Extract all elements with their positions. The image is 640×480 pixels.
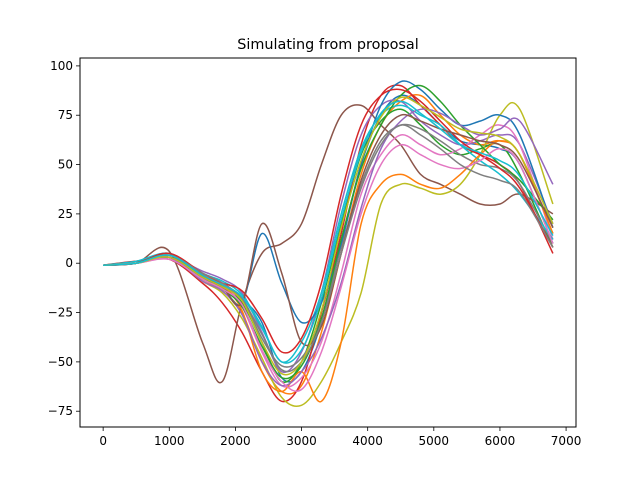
chart-title: Simulating from proposal bbox=[237, 37, 418, 53]
x-axis: 0 1000 2000 3000 4000 5000 6000 7000 bbox=[99, 427, 581, 448]
series-line-17 bbox=[103, 143, 554, 393]
x-tick-label: 2000 bbox=[220, 434, 251, 448]
y-tick-label: 0 bbox=[65, 256, 73, 270]
y-tick-label: −50 bbox=[48, 355, 73, 369]
x-tick-label: 3000 bbox=[286, 434, 317, 448]
x-tick-label: 0 bbox=[99, 434, 107, 448]
y-tick-label: 100 bbox=[50, 59, 73, 73]
x-tick-label: 6000 bbox=[485, 434, 516, 448]
series-line-15 bbox=[103, 108, 554, 387]
y-tick-label: −25 bbox=[48, 306, 73, 320]
y-tick-label: −75 bbox=[48, 404, 73, 418]
y-axis: −75 −50 −25 0 25 50 75 100 bbox=[48, 59, 80, 418]
series-line-6 bbox=[103, 104, 554, 384]
x-tick-label: 1000 bbox=[154, 434, 185, 448]
series-line-20 bbox=[103, 100, 554, 364]
series-line-4 bbox=[103, 84, 554, 403]
series-layer bbox=[103, 80, 554, 408]
y-tick-label: 75 bbox=[58, 108, 73, 122]
series-line-19 bbox=[103, 96, 554, 376]
plot-frame bbox=[79, 57, 577, 428]
series-line-14 bbox=[103, 88, 554, 354]
y-tick-label: 50 bbox=[58, 158, 73, 172]
x-tick-label: 4000 bbox=[352, 434, 383, 448]
series-line-18 bbox=[103, 124, 554, 373]
y-tick-label: 25 bbox=[58, 207, 73, 221]
x-tick-label: 7000 bbox=[551, 434, 582, 448]
x-tick-label: 5000 bbox=[419, 434, 450, 448]
